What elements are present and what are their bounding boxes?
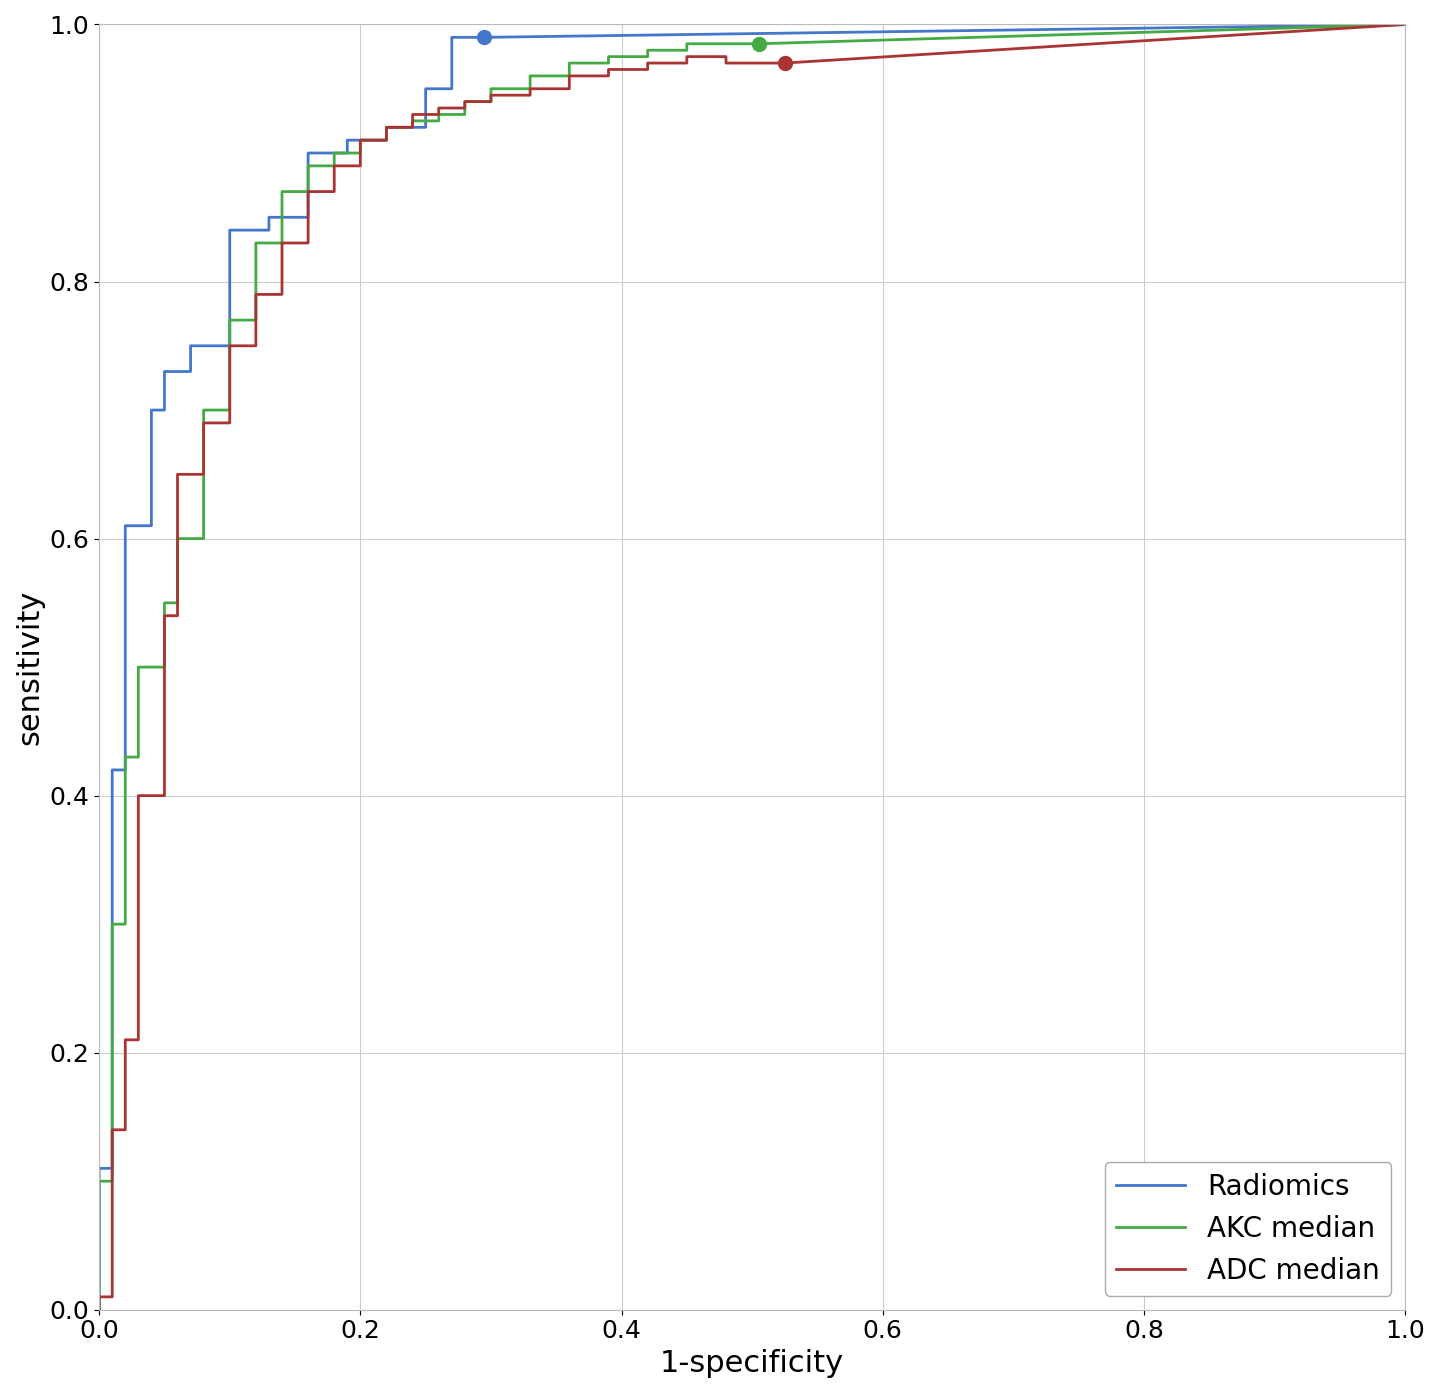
AKC median xyxy=(104,1173,121,1190)
AKC median xyxy=(431,113,448,130)
AKC median xyxy=(156,659,173,676)
AKC median xyxy=(600,54,618,71)
Radiomics xyxy=(338,145,356,162)
X-axis label: 1-specificity: 1-specificity xyxy=(660,1348,844,1378)
ADC median xyxy=(351,157,369,174)
AKC median xyxy=(222,401,239,418)
AKC median xyxy=(639,49,657,65)
ADC median xyxy=(274,286,291,302)
Radiomics xyxy=(222,221,239,238)
Radiomics xyxy=(143,401,160,418)
ADC median xyxy=(456,93,474,110)
Radiomics xyxy=(300,209,317,226)
AKC median xyxy=(222,312,239,329)
AKC median xyxy=(1397,17,1414,33)
Radiomics xyxy=(91,1160,108,1177)
Radiomics xyxy=(143,517,160,534)
Radiomics xyxy=(418,81,435,98)
AKC median xyxy=(377,118,395,135)
Radiomics xyxy=(181,337,199,354)
Radiomics xyxy=(117,762,134,779)
AKC median xyxy=(91,1301,108,1318)
AKC median xyxy=(639,42,657,59)
AKC median xyxy=(405,113,422,130)
AKC median xyxy=(521,81,539,98)
AKC median xyxy=(750,35,768,52)
AKC median xyxy=(678,35,696,52)
Radiomics xyxy=(117,517,134,534)
AKC median xyxy=(130,748,147,765)
Y-axis label: sensitivity: sensitivity xyxy=(14,589,45,745)
Radiomics xyxy=(222,337,239,354)
AKC median xyxy=(560,67,577,84)
AKC median xyxy=(168,595,186,612)
Legend: Radiomics, AKC median, ADC median: Radiomics, AKC median, ADC median xyxy=(1104,1162,1391,1295)
AKC median xyxy=(248,234,265,251)
AKC median xyxy=(91,1173,108,1190)
AKC median xyxy=(482,81,500,98)
AKC median xyxy=(274,234,291,251)
AKC median xyxy=(117,748,134,765)
Radiomics xyxy=(181,364,199,380)
AKC median xyxy=(377,132,395,149)
AKC median xyxy=(300,184,317,201)
Radiomics xyxy=(377,132,395,149)
AKC median xyxy=(482,93,500,110)
AKC median xyxy=(274,184,291,201)
AKC median xyxy=(325,157,343,174)
Line: AKC median: AKC median xyxy=(99,25,1405,1309)
Line: ADC median: ADC median xyxy=(99,25,1405,1309)
Radiomics xyxy=(338,132,356,149)
Radiomics xyxy=(104,1160,121,1177)
ADC median xyxy=(91,1301,108,1318)
AKC median xyxy=(717,35,734,52)
AKC median xyxy=(194,531,212,547)
Line: Radiomics: Radiomics xyxy=(99,25,1405,1309)
Radiomics xyxy=(1397,17,1414,33)
AKC median xyxy=(560,54,577,71)
AKC median xyxy=(117,915,134,932)
Radiomics xyxy=(156,364,173,380)
AKC median xyxy=(351,132,369,149)
Radiomics xyxy=(444,29,461,46)
Radiomics xyxy=(91,1301,108,1318)
Radiomics xyxy=(261,221,278,238)
AKC median xyxy=(300,157,317,174)
AKC median xyxy=(678,42,696,59)
AKC median xyxy=(194,401,212,418)
Radiomics xyxy=(377,118,395,135)
AKC median xyxy=(130,659,147,676)
AKC median xyxy=(717,35,734,52)
Radiomics xyxy=(104,762,121,779)
Radiomics xyxy=(261,209,278,226)
Radiomics xyxy=(418,118,435,135)
AKC median xyxy=(521,67,539,84)
Radiomics xyxy=(444,81,461,98)
AKC median xyxy=(168,531,186,547)
AKC median xyxy=(456,106,474,123)
Radiomics xyxy=(475,29,492,46)
AKC median xyxy=(405,118,422,135)
ADC median xyxy=(117,1121,134,1138)
AKC median xyxy=(431,106,448,123)
ADC median xyxy=(717,54,734,71)
AKC median xyxy=(156,595,173,612)
AKC median xyxy=(456,93,474,110)
AKC median xyxy=(600,49,618,65)
ADC median xyxy=(1397,17,1414,33)
Radiomics xyxy=(300,145,317,162)
AKC median xyxy=(351,145,369,162)
AKC median xyxy=(104,915,121,932)
AKC median xyxy=(325,145,343,162)
ADC median xyxy=(431,100,448,117)
Radiomics xyxy=(156,401,173,418)
AKC median xyxy=(248,312,265,329)
